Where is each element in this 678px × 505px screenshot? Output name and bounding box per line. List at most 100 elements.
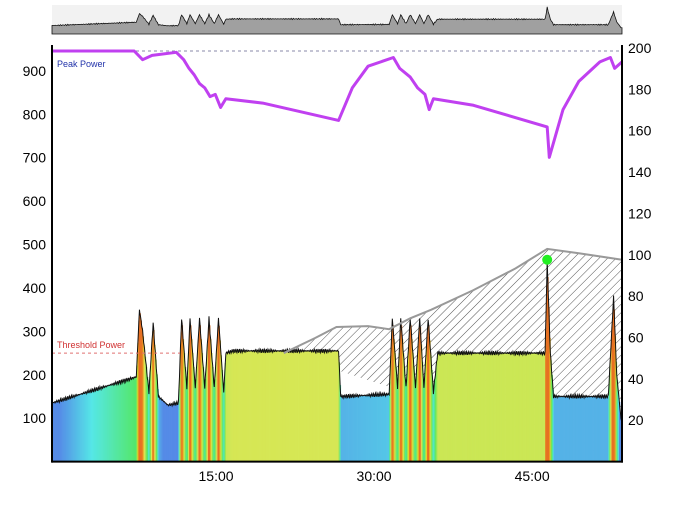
overview-strip[interactable] [51, 6, 623, 35]
power-bar [487, 353, 489, 462]
power-bar [148, 383, 151, 462]
power-bar [177, 403, 179, 462]
power-bar [532, 353, 534, 462]
power-bar [222, 384, 225, 462]
power-bar [135, 377, 137, 462]
power-bar [508, 353, 510, 462]
power-bar [463, 353, 466, 462]
power-bar [325, 350, 328, 462]
power-bar [351, 395, 353, 462]
power-bar [363, 395, 366, 462]
power-bar [568, 396, 570, 462]
power-bar [63, 399, 66, 462]
power-bar [236, 350, 238, 462]
power-bar [590, 396, 592, 462]
power-bar [95, 389, 97, 462]
power-bar [334, 350, 336, 462]
power-bar [516, 353, 519, 462]
power-bar [217, 327, 219, 462]
power-bar [416, 361, 419, 462]
power-bar [418, 327, 421, 462]
power-bar [78, 394, 80, 462]
power-bar [432, 384, 434, 462]
power-bar [569, 396, 571, 462]
power-bar [344, 396, 347, 462]
power-bar [601, 396, 604, 462]
power-bar [315, 350, 317, 462]
power-bar [498, 353, 501, 462]
power-bar [493, 353, 495, 462]
power-bar [514, 353, 516, 462]
power-bar [226, 352, 229, 462]
power-bar [592, 396, 594, 462]
power-bar [184, 366, 187, 462]
power-bar [120, 381, 122, 462]
power-bar [482, 353, 485, 462]
power-bar [216, 344, 218, 462]
power-bar [204, 379, 207, 462]
power-bar [561, 396, 564, 462]
power-bar [462, 353, 465, 462]
power-bar [57, 401, 59, 462]
power-bar [81, 393, 83, 462]
power-bar [80, 394, 82, 462]
left-tick-label: 900 [23, 63, 47, 79]
power-bar [159, 397, 161, 462]
left-tick-label: 200 [23, 367, 47, 383]
power-bar [151, 348, 153, 462]
power-bar [603, 396, 605, 462]
power-bar [479, 353, 482, 462]
power-bar [260, 350, 263, 462]
power-bar [585, 396, 587, 462]
power-bar [157, 389, 159, 462]
power-bar [115, 383, 117, 462]
power-bar [231, 351, 233, 462]
power-bar [390, 356, 392, 462]
power-bar [393, 339, 395, 462]
power-bar [270, 350, 272, 462]
power-bar [306, 350, 309, 462]
power-bar [364, 395, 367, 462]
power-bar [529, 353, 531, 462]
power-bar [373, 394, 375, 462]
power-bar [444, 353, 447, 462]
power-bar [422, 379, 425, 462]
power-bar [407, 361, 409, 462]
power-bar [394, 353, 396, 462]
x-tick-label: 45:00 [515, 468, 550, 484]
power-bar [190, 325, 192, 462]
power-bar [144, 356, 147, 462]
power-bar [281, 350, 284, 462]
power-bar [149, 366, 152, 462]
power-bar [519, 353, 522, 462]
power-bar [434, 377, 436, 462]
power-bar [83, 393, 86, 462]
power-bar [343, 396, 346, 462]
power-bar [357, 395, 359, 462]
power-bar [127, 379, 130, 462]
power-bar [377, 394, 380, 462]
power-bar [408, 344, 410, 462]
power-bar [241, 350, 244, 462]
power-bar [606, 396, 608, 462]
power-bar [238, 350, 240, 462]
power-bar [175, 403, 177, 462]
power-bar [437, 353, 440, 462]
power-bar [214, 379, 216, 462]
power-bar [107, 385, 110, 462]
power-bar [104, 386, 107, 462]
power-bar [134, 377, 136, 462]
power-bar [613, 309, 616, 462]
power-bar [526, 353, 528, 462]
power-bar [141, 327, 144, 462]
power-bar [594, 396, 597, 462]
power-bar [269, 350, 271, 462]
power-bar [297, 350, 299, 462]
power-bar [515, 353, 518, 462]
power-bar [330, 350, 332, 462]
power-bar [506, 353, 508, 462]
power-bar [170, 404, 172, 462]
power-bar [288, 350, 290, 462]
power-bar [361, 395, 364, 462]
